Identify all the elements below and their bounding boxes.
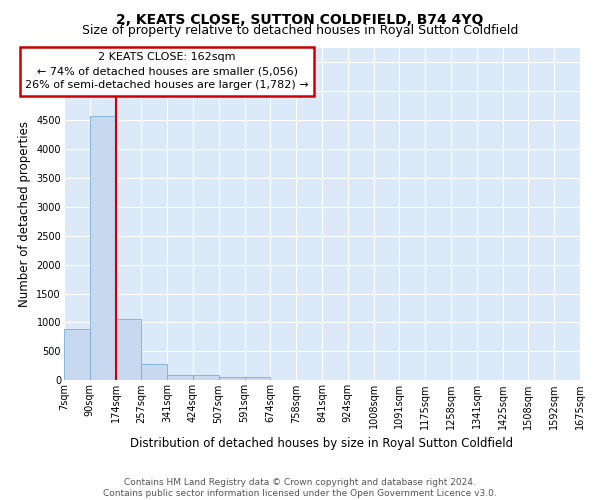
- Text: 2, KEATS CLOSE, SUTTON COLDFIELD, B74 4YQ: 2, KEATS CLOSE, SUTTON COLDFIELD, B74 4Y…: [116, 12, 484, 26]
- Bar: [167, 374, 193, 380]
- Bar: [193, 376, 218, 380]
- Text: Contains HM Land Registry data © Crown copyright and database right 2024.
Contai: Contains HM Land Registry data © Crown c…: [103, 478, 497, 498]
- Bar: [89, 116, 116, 380]
- Bar: [64, 330, 89, 380]
- Y-axis label: Number of detached properties: Number of detached properties: [18, 121, 31, 307]
- Text: Size of property relative to detached houses in Royal Sutton Coldfield: Size of property relative to detached ho…: [82, 24, 518, 37]
- Text: 2 KEATS CLOSE: 162sqm
← 74% of detached houses are smaller (5,056)
26% of semi-d: 2 KEATS CLOSE: 162sqm ← 74% of detached …: [25, 52, 309, 90]
- Bar: [141, 364, 167, 380]
- Bar: [245, 378, 270, 380]
- Bar: [218, 377, 245, 380]
- Bar: [116, 319, 141, 380]
- X-axis label: Distribution of detached houses by size in Royal Sutton Coldfield: Distribution of detached houses by size …: [130, 437, 514, 450]
